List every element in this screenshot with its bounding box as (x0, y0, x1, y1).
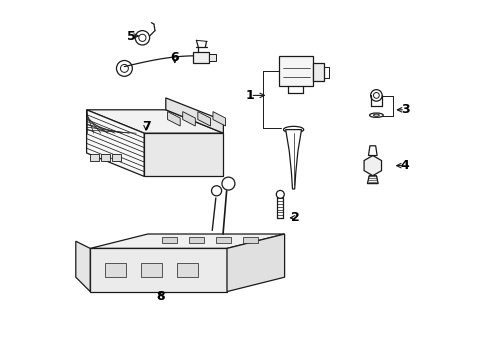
Polygon shape (166, 98, 223, 133)
Bar (209, 54, 216, 61)
Text: 6: 6 (171, 51, 179, 64)
Polygon shape (112, 154, 121, 161)
Text: 1: 1 (246, 89, 255, 102)
Ellipse shape (139, 34, 146, 41)
Polygon shape (368, 176, 378, 184)
Polygon shape (87, 110, 144, 176)
Text: 7: 7 (142, 120, 150, 132)
Polygon shape (87, 110, 223, 133)
Polygon shape (144, 133, 223, 176)
Polygon shape (243, 237, 258, 243)
Ellipse shape (276, 190, 284, 198)
Ellipse shape (117, 60, 132, 76)
Polygon shape (286, 130, 301, 189)
Polygon shape (76, 241, 90, 292)
Polygon shape (189, 237, 204, 243)
Polygon shape (101, 154, 110, 161)
Bar (314, 63, 324, 81)
Polygon shape (90, 248, 227, 292)
Bar (193, 52, 209, 63)
Ellipse shape (284, 126, 304, 133)
Ellipse shape (373, 114, 379, 116)
Polygon shape (216, 237, 231, 243)
Bar (104, 263, 126, 277)
Polygon shape (162, 237, 176, 243)
Bar (279, 56, 314, 86)
Bar (176, 263, 198, 277)
Polygon shape (90, 234, 285, 248)
Ellipse shape (121, 64, 128, 72)
Polygon shape (90, 154, 99, 161)
Text: 8: 8 (156, 291, 165, 303)
Polygon shape (227, 234, 285, 292)
Ellipse shape (370, 90, 382, 101)
Ellipse shape (135, 31, 149, 45)
Polygon shape (364, 156, 382, 176)
Ellipse shape (369, 113, 383, 117)
Polygon shape (213, 112, 225, 126)
Polygon shape (168, 112, 180, 126)
Text: 4: 4 (401, 159, 410, 172)
Text: 5: 5 (127, 30, 136, 42)
Text: 2: 2 (291, 211, 300, 224)
Polygon shape (183, 112, 196, 126)
Ellipse shape (373, 93, 379, 98)
Bar (141, 263, 162, 277)
Text: 3: 3 (401, 103, 410, 116)
Polygon shape (368, 146, 377, 156)
Polygon shape (198, 112, 210, 126)
